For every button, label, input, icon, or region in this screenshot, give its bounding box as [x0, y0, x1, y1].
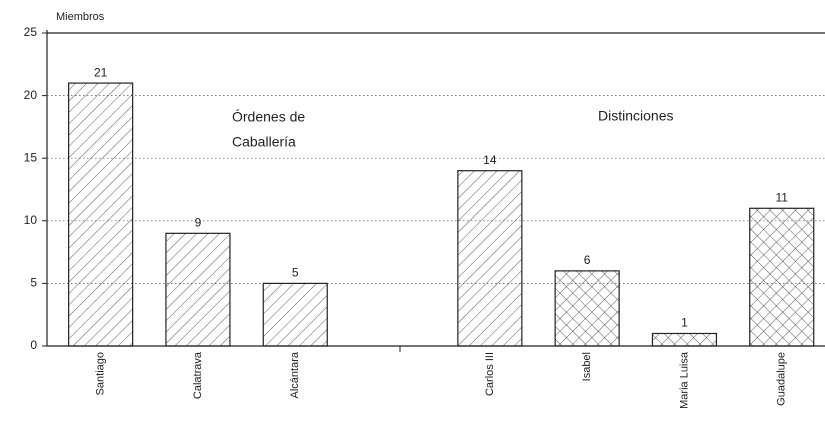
- x-tick-label: Isabel: [581, 352, 593, 381]
- y-tick-label: 25: [24, 25, 38, 39]
- bar: [749, 207, 815, 347]
- x-tick-label: Alcántara: [289, 351, 301, 398]
- value-label: 6: [584, 253, 591, 267]
- y-tick-label: 10: [24, 213, 38, 227]
- bar: [165, 232, 231, 347]
- value-label: 21: [94, 65, 108, 79]
- bar: [262, 282, 328, 347]
- annotation: Distinciones: [598, 108, 673, 124]
- value-label: 9: [195, 215, 202, 229]
- x-tick-label: Maria Luisa: [678, 351, 690, 409]
- annotation: Órdenes de: [232, 109, 305, 125]
- bar: [554, 270, 620, 347]
- x-tick-label: Carlos III: [484, 352, 496, 396]
- x-tick-label: Santiago: [95, 352, 107, 395]
- value-label: 14: [483, 153, 497, 167]
- x-tick-label: Calatrava: [192, 351, 204, 399]
- value-label: 11: [776, 190, 789, 204]
- bar: [457, 170, 523, 347]
- x-tick-label: Guadalupe: [776, 352, 788, 406]
- value-label: 1: [681, 316, 688, 330]
- y-tick-label: 20: [24, 88, 38, 102]
- bar: [68, 82, 134, 347]
- value-label: 5: [292, 266, 299, 280]
- annotation: Caballería: [232, 134, 296, 150]
- y-tick-label: 15: [24, 150, 38, 164]
- y-tick-label: 5: [30, 276, 37, 290]
- bar: [651, 332, 718, 347]
- y-tick-label: 0: [30, 338, 37, 352]
- y-axis-label: Miembros: [56, 11, 105, 23]
